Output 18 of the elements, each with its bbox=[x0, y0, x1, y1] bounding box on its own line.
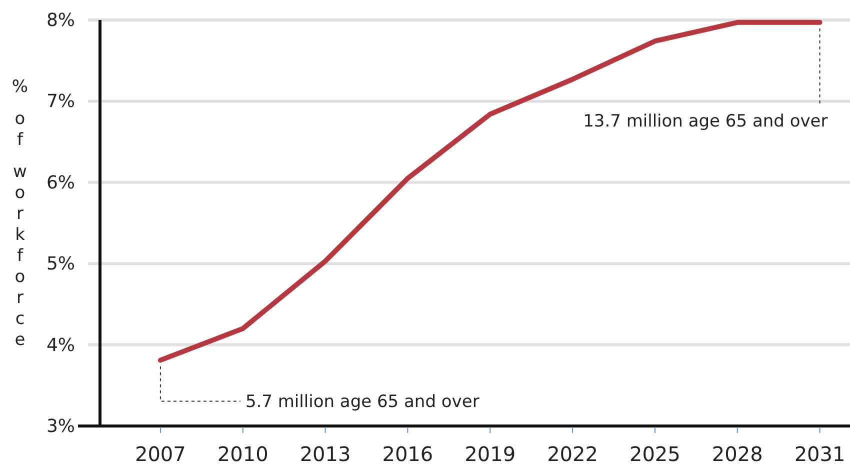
x-tick-label: 2022 bbox=[547, 442, 598, 464]
x-tick-label: 2007 bbox=[134, 442, 186, 464]
x-tick-label: 2028 bbox=[712, 442, 763, 464]
y-tick-label: 5% bbox=[46, 254, 75, 275]
annotation: 13.7 million age 65 and over bbox=[583, 111, 828, 132]
x-tick-label: 2019 bbox=[464, 442, 516, 464]
y-tick-label: 6% bbox=[46, 172, 75, 194]
annotation: 5.7 million age 65 and over bbox=[245, 392, 480, 412]
x-tick-label: 2013 bbox=[300, 442, 351, 464]
y-tick-label: 7% bbox=[46, 91, 75, 112]
y-tick-label: 3% bbox=[46, 416, 75, 437]
x-tick-label: 2025 bbox=[629, 442, 680, 464]
y-tick-label: 4% bbox=[46, 334, 75, 356]
x-tick-label: 2031 bbox=[794, 442, 846, 464]
y-tick-label: 8% bbox=[46, 10, 75, 31]
x-tick-label: 2010 bbox=[217, 442, 268, 464]
text: % of workforce bbox=[12, 77, 28, 350]
x-tick-label: 2016 bbox=[382, 442, 434, 464]
